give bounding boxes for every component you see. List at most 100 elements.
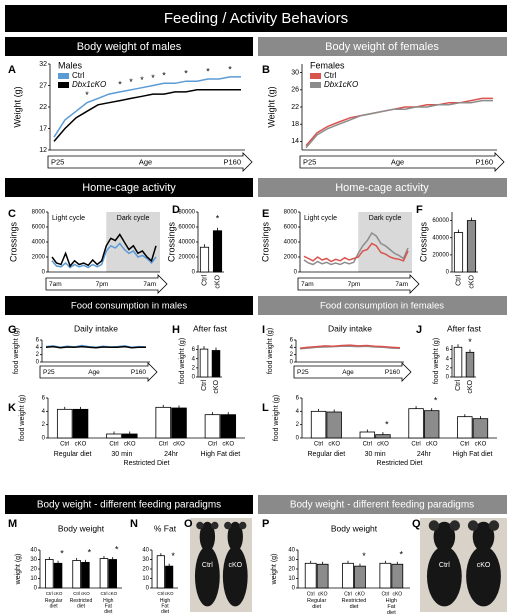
- y-tick-label: 20000: [178, 255, 195, 261]
- mouse-ear: [467, 520, 479, 531]
- bar: [423, 410, 440, 439]
- chart-title: Daily intake: [74, 323, 118, 333]
- bar: [457, 416, 473, 439]
- y-axis-label: food weight (g): [273, 395, 280, 441]
- bar: [171, 407, 187, 439]
- series-label: Ctrl: [460, 442, 469, 448]
- panel-letter: Q: [412, 518, 421, 530]
- bar: [121, 433, 138, 439]
- legend-swatch: [58, 73, 69, 79]
- shade-label: Light cycle: [52, 215, 85, 222]
- panel-letter: F: [416, 204, 423, 216]
- section-bar: [5, 495, 253, 514]
- x-tick-label: cKO: [213, 379, 220, 393]
- series-line: [305, 97, 493, 147]
- y-tick-label: 0: [292, 586, 296, 592]
- section-bar: [5, 296, 253, 315]
- x-axis-label: P25: [51, 157, 64, 166]
- y-axis-label: Crossings: [166, 221, 176, 262]
- span-label: Restricted Diet: [377, 460, 423, 467]
- bar: [453, 346, 463, 378]
- series-label: Ctrl: [314, 442, 323, 448]
- mouse-head: [199, 521, 216, 552]
- age-arrow: [299, 152, 505, 172]
- y-tick-label: 8000: [284, 210, 298, 216]
- section-header: Home-cage activity: [335, 182, 429, 194]
- significance: *: [206, 66, 210, 76]
- bar: [304, 562, 317, 589]
- y-axis-label: food weight (g): [13, 328, 20, 374]
- y-tick-label: 4: [192, 356, 196, 362]
- x-tick-label: 24hr: [164, 451, 179, 458]
- y-tick-label: 40: [142, 548, 149, 554]
- bar: [326, 411, 342, 439]
- series-label: cKO: [165, 591, 174, 596]
- y-tick-label: 14: [291, 138, 299, 145]
- y-tick-label: 4: [296, 409, 300, 415]
- section-bar: [258, 37, 507, 56]
- y-tick-label: 12: [39, 147, 47, 154]
- mouse-ear: [238, 521, 247, 530]
- section-bar: [5, 178, 253, 197]
- y-tick-label: 30: [291, 69, 299, 76]
- bar: [45, 559, 54, 589]
- y-tick-label: 20: [288, 567, 295, 573]
- y-tick-label: 20: [142, 567, 149, 573]
- panel-letter: H: [172, 324, 180, 336]
- y-tick-label: 0: [146, 586, 150, 592]
- section-bar: [258, 178, 507, 197]
- x-tick-label: Regular diet: [45, 598, 63, 610]
- y-axis-label: food weight (g): [179, 338, 186, 384]
- y-tick-label: 2: [446, 365, 450, 371]
- bar: [465, 351, 475, 378]
- significance: *: [385, 420, 389, 430]
- series-label: cKO: [222, 442, 234, 448]
- y-tick-label: 20: [30, 567, 37, 573]
- y-tick-label: 4000: [284, 240, 298, 246]
- legend-title: Males: [58, 60, 83, 70]
- y-tick-label: 6: [36, 338, 40, 344]
- mouse-body: [194, 546, 220, 607]
- series-label: cKO: [392, 591, 402, 597]
- y-tick-label: 80000: [178, 210, 195, 216]
- y-tick-label: 2000: [284, 255, 298, 261]
- section-bar: [258, 296, 507, 315]
- x-tick-label: cKO: [214, 274, 221, 288]
- series-label: Ctrl: [73, 591, 80, 596]
- y-axis-label: food weight (g): [267, 328, 274, 374]
- y-tick-label: 0: [192, 375, 196, 381]
- bar: [72, 408, 89, 439]
- section-header: Body weight - different feeding paradigm…: [37, 500, 221, 511]
- series-label: Ctrl: [60, 442, 69, 448]
- y-tick-label: 6: [296, 396, 300, 402]
- mouse-ear: [428, 520, 440, 531]
- x-tick-label: High Fat diet: [453, 451, 493, 458]
- series-label: cKO: [355, 591, 365, 597]
- panel-letter: J: [416, 324, 422, 336]
- x-axis-label: Age: [88, 369, 100, 376]
- bar: [212, 230, 223, 273]
- y-tick-label: 0: [192, 270, 196, 276]
- section-header: Body weight of females: [325, 41, 439, 53]
- series-line: [51, 233, 157, 268]
- y-axis-label: weight (g): [15, 554, 22, 586]
- y-tick-label: 2: [42, 422, 46, 428]
- significance: *: [115, 545, 119, 555]
- x-axis-label: Age: [342, 369, 354, 376]
- series-label: Ctrl: [363, 442, 372, 448]
- series-line: [53, 76, 241, 138]
- mouse-ear: [488, 520, 500, 531]
- panel-letter: P: [262, 518, 269, 530]
- y-tick-label: 4: [36, 345, 40, 351]
- x-tick-label: 30 min: [111, 451, 132, 458]
- y-tick-label: 6000: [284, 225, 298, 231]
- y-tick-label: 18: [291, 121, 299, 128]
- y-tick-label: 4: [290, 345, 294, 351]
- significance: *: [228, 64, 232, 74]
- series-line: [51, 242, 157, 269]
- y-tick-label: 0: [446, 375, 450, 381]
- y-tick-label: 60000: [178, 225, 195, 231]
- bar: [379, 562, 392, 589]
- section-header: Body weight - different feeding paradigm…: [290, 500, 474, 511]
- y-axis-label: Crossings: [260, 221, 270, 262]
